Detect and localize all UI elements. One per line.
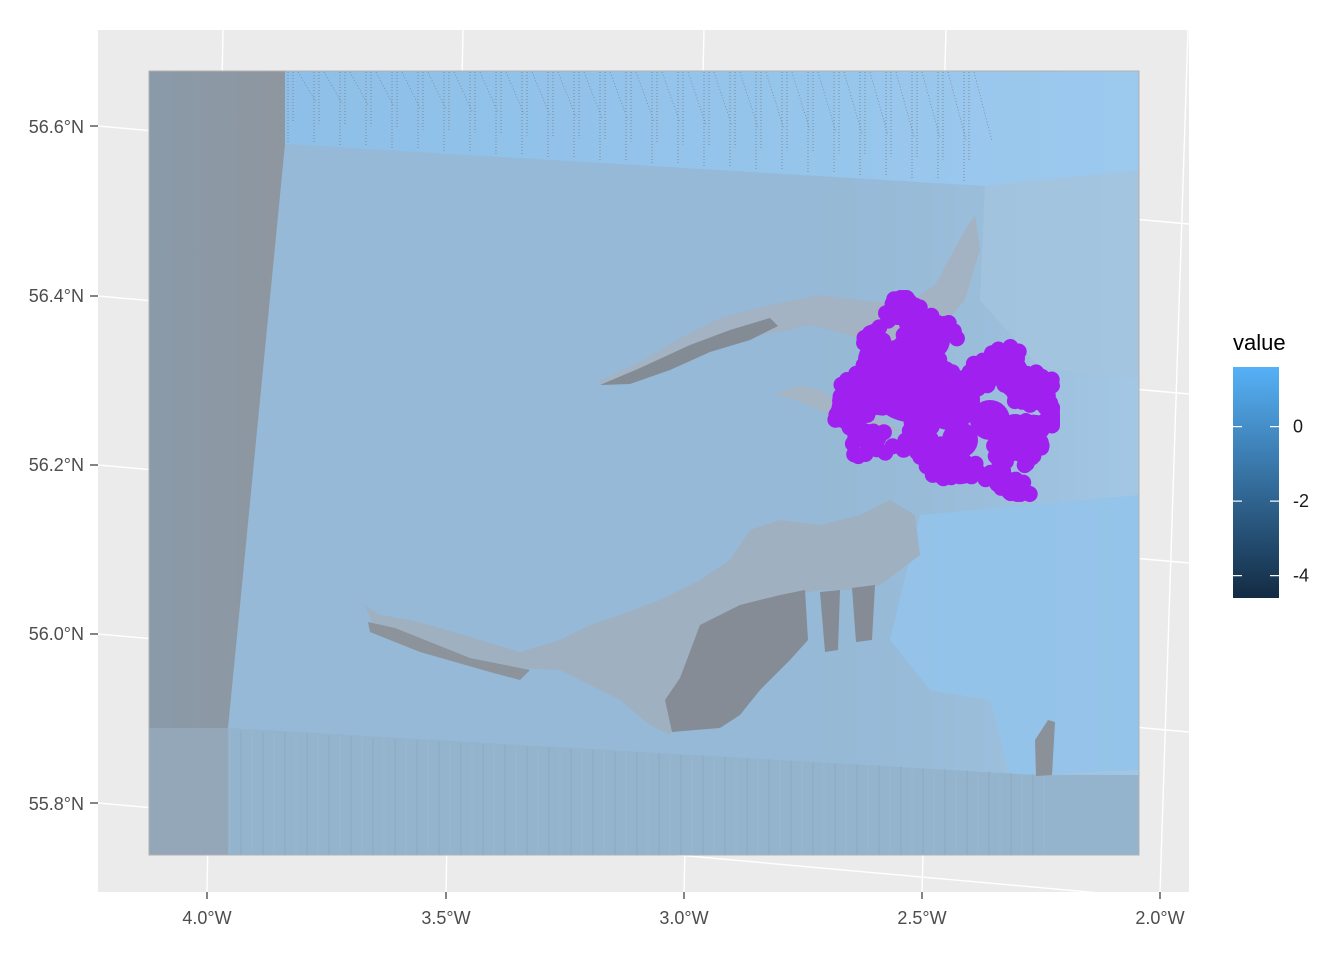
north-stripe xyxy=(349,71,369,106)
x-tick-label: 4.0°W xyxy=(182,908,231,928)
north-stripe xyxy=(609,71,629,121)
legend-colorbar xyxy=(1233,367,1279,598)
tay-estuary-mask xyxy=(600,318,778,385)
raster-ne-fan xyxy=(980,170,1139,378)
y-tick-label: 56.6°N xyxy=(29,117,84,137)
north-stripe xyxy=(453,71,473,112)
forth-mask-1 xyxy=(820,590,840,652)
legend-label: -4 xyxy=(1293,566,1309,586)
track-point xyxy=(910,320,950,360)
legend: value 0 -2 -4 xyxy=(1233,330,1309,598)
forth-south-shore-mask xyxy=(368,622,530,680)
y-tick-label: 56.4°N xyxy=(29,286,84,306)
east-mask xyxy=(1035,720,1055,776)
north-stripes xyxy=(287,71,993,181)
legend-label: -2 xyxy=(1293,491,1309,511)
north-stripe xyxy=(427,71,447,110)
x-axis: 4.0°W 3.5°W 3.0°W 2.5°W 2.0°W xyxy=(182,892,1185,928)
y-tick-label: 55.8°N xyxy=(29,794,84,814)
north-stripe xyxy=(583,71,603,119)
raster-sw-corner xyxy=(149,728,228,855)
north-stripe xyxy=(401,71,421,109)
y-tick-label: 56.0°N xyxy=(29,624,84,644)
track-point xyxy=(999,414,1031,446)
forth-mask-2 xyxy=(852,585,875,642)
north-stripe xyxy=(921,71,941,139)
north-stripe xyxy=(895,71,915,137)
x-tick-label: 3.0°W xyxy=(659,908,708,928)
track-points xyxy=(827,290,1060,502)
north-stripe xyxy=(557,71,577,118)
north-stripe xyxy=(791,71,811,131)
north-stripe xyxy=(375,71,395,107)
north-stripe xyxy=(323,71,343,104)
raster-border xyxy=(148,70,1140,856)
x-tick-label: 2.0°W xyxy=(1135,908,1184,928)
south-stripes xyxy=(229,730,1045,855)
north-stripe xyxy=(479,71,499,113)
raster-east-shelf xyxy=(890,495,1139,775)
y-axis: 56.6°N 56.4°N 56.2°N 56.0°N 55.8°N xyxy=(29,117,98,814)
north-stripe xyxy=(869,71,889,136)
forth-mask-main xyxy=(665,590,808,732)
track-point xyxy=(942,422,978,458)
legend-ticks xyxy=(1233,426,1279,577)
north-stripe xyxy=(765,71,785,130)
north-stripe xyxy=(739,71,759,128)
y-tick-label: 56.2°N xyxy=(29,455,84,475)
legend-title: value xyxy=(1233,330,1286,355)
raster-west-strip xyxy=(149,71,285,728)
north-stripe xyxy=(687,71,707,125)
north-stripe xyxy=(531,71,551,116)
x-tick-label: 2.5°W xyxy=(897,908,946,928)
raster-south-band xyxy=(149,728,1139,855)
raster-layer xyxy=(149,71,1139,855)
track-point xyxy=(858,338,902,382)
track-point xyxy=(920,370,980,430)
legend-label: 0 xyxy=(1293,417,1303,437)
fife-shore xyxy=(365,500,920,735)
north-stripe xyxy=(713,71,733,127)
north-stripe xyxy=(661,71,681,124)
raster-north-band xyxy=(285,71,1139,186)
x-tick-label: 3.5°W xyxy=(421,908,470,928)
